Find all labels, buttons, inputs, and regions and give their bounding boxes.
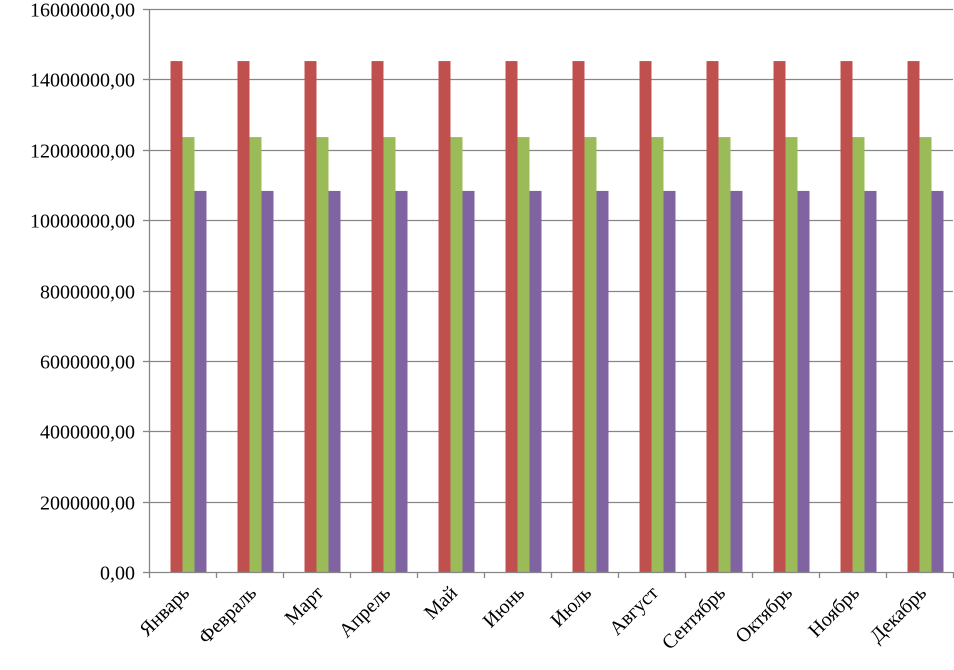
x-tick-label: Январь [135, 582, 194, 641]
x-tick-label: Май [420, 582, 462, 624]
y-tick-label: 2000000,00 [40, 493, 135, 515]
x-tick-label: Июль [547, 582, 596, 631]
bar-3 [797, 190, 810, 572]
bar-3 [529, 190, 542, 572]
bar-1 [438, 61, 451, 572]
bar-2 [852, 137, 865, 572]
bar-2 [182, 137, 195, 572]
x-tick-label: Март [281, 582, 329, 630]
bar-3 [261, 190, 274, 572]
bar-3 [864, 190, 877, 572]
x-tick-label: Октябрь [731, 582, 797, 648]
x-tick-label: Август [605, 582, 663, 640]
x-tick-label: Февраль [194, 582, 261, 649]
bar-2 [919, 137, 932, 572]
x-tick-label: Сентябрь [658, 582, 730, 654]
bar-3 [596, 190, 609, 572]
bar-2 [249, 137, 262, 572]
bar-1 [304, 61, 317, 572]
bar-1 [706, 61, 719, 572]
y-tick-label: 8000000,00 [40, 282, 135, 304]
y-tick-label: 14000000,00 [30, 70, 135, 92]
bar-2 [718, 137, 731, 572]
bar-1 [572, 61, 585, 572]
x-tick-label: Апрель [335, 582, 395, 642]
bar-3 [931, 190, 944, 572]
bar-3 [462, 190, 475, 572]
bar-1 [505, 61, 518, 572]
bar-3 [194, 190, 207, 572]
bar-2 [517, 137, 530, 572]
bar-2 [383, 137, 396, 572]
x-tick-label: Ноябрь [804, 582, 864, 642]
bar-1 [639, 61, 652, 572]
bar-1 [237, 61, 250, 572]
bar-1 [840, 61, 853, 572]
bar-2 [651, 137, 664, 572]
bar-1 [371, 61, 384, 572]
bar-3 [730, 190, 743, 572]
y-tick-label: 6000000,00 [40, 352, 135, 374]
y-tick-label: 0,00 [100, 563, 135, 585]
y-tick-label: 10000000,00 [30, 211, 135, 233]
bar-2 [316, 137, 329, 572]
bar-2 [450, 137, 463, 572]
x-tick-label: Июнь [479, 582, 529, 632]
bar-2 [785, 137, 798, 572]
y-tick-label: 4000000,00 [40, 422, 135, 444]
bar-2 [584, 137, 597, 572]
bar-1 [773, 61, 786, 572]
bar-3 [328, 190, 341, 572]
x-tick-label: Декабрь [866, 582, 931, 647]
y-tick-label: 16000000,00 [30, 0, 135, 22]
y-tick-label: 12000000,00 [30, 141, 135, 163]
bar-1 [170, 61, 183, 572]
bar-1 [907, 61, 920, 572]
bar-3 [395, 190, 408, 572]
bar-3 [663, 190, 676, 572]
